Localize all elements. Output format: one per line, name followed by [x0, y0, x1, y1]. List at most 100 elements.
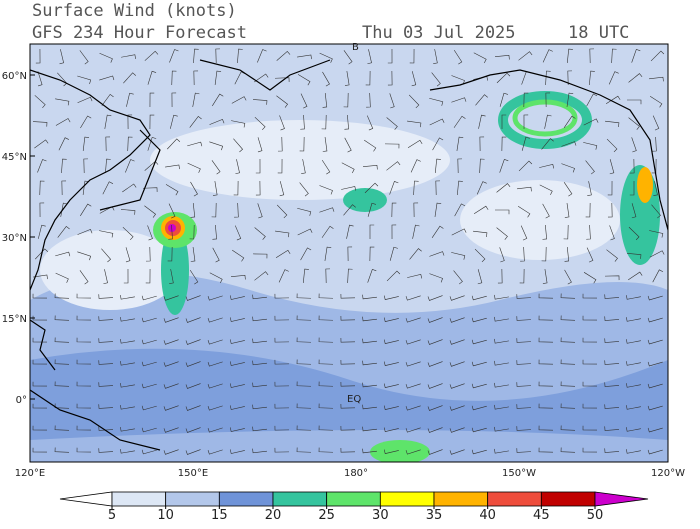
wind-barb — [541, 246, 547, 262]
wind-barb — [609, 225, 615, 241]
wind-barb — [471, 339, 487, 345]
wind-barb — [411, 71, 417, 87]
wind-patch — [370, 440, 430, 462]
wind-barb — [76, 315, 92, 321]
wind-barb — [542, 269, 548, 284]
wind-barb — [405, 405, 421, 411]
wind-barb — [582, 359, 598, 365]
wind-barb — [560, 447, 576, 453]
wind-barb — [494, 338, 509, 344]
wind-barb — [471, 383, 487, 389]
wind-barb — [405, 449, 421, 455]
wind-barb — [449, 339, 465, 345]
wind-barb — [538, 315, 554, 321]
wind-barb — [652, 269, 664, 283]
wind-barb — [499, 92, 509, 107]
wind-barb — [479, 136, 485, 152]
wind-barb — [566, 92, 574, 107]
wind-barb — [82, 136, 90, 151]
wind-barb — [405, 339, 421, 345]
wind-barb — [344, 115, 349, 130]
wind-barb — [343, 50, 353, 65]
wind-barb — [274, 337, 290, 343]
wind-barb — [322, 71, 330, 87]
wind-barb — [229, 427, 245, 432]
wind-barb — [626, 427, 641, 432]
wind-barb — [544, 114, 552, 129]
colorbar-label: 40 — [479, 508, 496, 523]
wind-barb — [232, 249, 245, 262]
wind-barb — [209, 141, 224, 151]
wind-barb — [629, 180, 635, 196]
wind-barb — [563, 115, 576, 128]
wind-barb — [432, 137, 444, 151]
wind-barb — [407, 274, 423, 279]
wind-barb — [77, 228, 93, 235]
wind-barb — [494, 448, 509, 454]
wind-barb — [279, 115, 285, 131]
wind-barb — [233, 138, 244, 153]
wind-barb — [582, 337, 598, 343]
lon-label: 120°W — [651, 468, 685, 479]
wind-barb — [229, 295, 245, 300]
wind-barb — [296, 359, 312, 365]
wind-barb — [496, 183, 511, 193]
wind-barb — [32, 425, 48, 431]
colorbar: 5 10 15 20 25 30 35 40 45 50 — [59, 491, 649, 523]
wind-barb — [123, 268, 129, 284]
wind-barb — [538, 293, 554, 299]
wind-barb — [318, 425, 334, 431]
wind-barb — [98, 426, 114, 431]
wind-barb — [277, 158, 283, 174]
wind-barb — [431, 225, 444, 238]
wind-barb — [207, 405, 223, 411]
wind-barb — [275, 230, 290, 238]
wind-barb — [433, 49, 438, 64]
wind-barb — [79, 50, 89, 65]
wind-barb — [207, 427, 223, 433]
wind-barb — [494, 382, 509, 388]
colorbar-label: 5 — [108, 508, 116, 523]
wind-barb — [362, 448, 377, 454]
colorbar-swatch — [111, 491, 167, 507]
wind-barb — [538, 425, 554, 431]
map-frame — [29, 43, 669, 463]
wind-barb — [276, 95, 289, 108]
wind-barb — [347, 268, 353, 284]
wind-barb — [340, 315, 356, 321]
wind-barb — [471, 317, 487, 323]
wind-barb — [479, 158, 485, 174]
wind-barb — [276, 204, 288, 219]
wind-barb — [193, 48, 199, 64]
wind-barb — [211, 202, 217, 218]
wind-barb — [76, 381, 92, 387]
wind-barb — [516, 448, 532, 453]
wind-barb — [626, 99, 642, 105]
wind-barb — [279, 181, 285, 197]
wind-barb — [105, 158, 111, 174]
wind-barb — [98, 316, 114, 321]
wind-barb — [165, 164, 180, 170]
wind-barb — [453, 49, 463, 65]
wind-barb — [319, 52, 333, 63]
wind-barb — [212, 181, 218, 196]
wind-barb — [367, 269, 377, 283]
colorbar-swatch — [379, 491, 435, 507]
wind-barb — [229, 361, 245, 366]
wind-patch — [637, 167, 653, 203]
wind-barb — [296, 381, 312, 387]
wind-barb — [255, 158, 261, 174]
wind-barb — [168, 224, 173, 240]
wind-barb — [538, 447, 554, 453]
wind-barb — [523, 114, 529, 130]
wind-barb — [518, 160, 533, 172]
wind-barb — [582, 381, 598, 387]
wind-barb — [147, 136, 157, 151]
wind-barb — [39, 180, 45, 196]
wind-barb — [626, 383, 641, 388]
wind-barb — [604, 360, 620, 365]
wind-barb — [649, 95, 663, 108]
wind-barb — [389, 246, 398, 261]
wind-barb — [32, 121, 48, 127]
wind-barb — [39, 202, 45, 218]
